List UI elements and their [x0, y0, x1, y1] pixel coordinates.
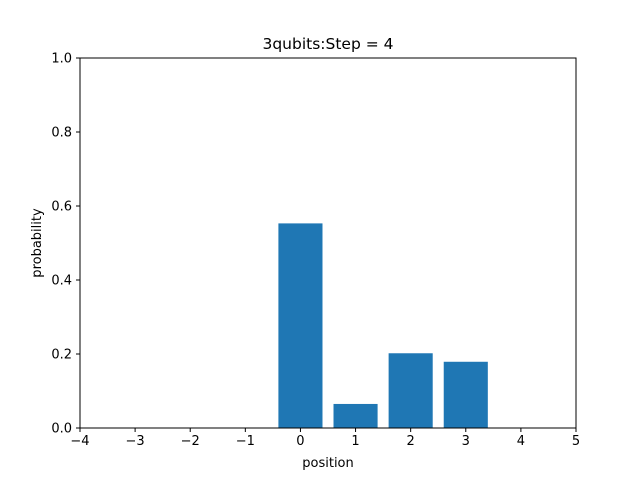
bar — [333, 403, 378, 428]
y-axis-label: probability — [30, 208, 45, 278]
x-tick-label: 2 — [407, 434, 415, 449]
x-tick-label: −1 — [236, 434, 255, 449]
y-tick-label: 0.0 — [51, 422, 72, 437]
plot-area — [80, 58, 576, 428]
bar — [443, 361, 488, 428]
x-tick-label: −3 — [126, 434, 145, 449]
plot-frame — [79, 57, 577, 429]
y-tick-label: 0.6 — [51, 200, 72, 215]
x-axis-ticks: −4 −3 −2 −1 0 1 2 3 4 5 — [70, 428, 580, 449]
x-tick-label: 4 — [517, 434, 525, 449]
x-axis-label: position — [302, 456, 354, 471]
y-tick-label: 0.4 — [51, 274, 72, 289]
y-tick-label: 0.8 — [51, 126, 72, 141]
y-tick-label: 0.2 — [51, 348, 72, 363]
x-tick-label: 1 — [351, 434, 359, 449]
y-axis-ticks: 0.0 0.2 0.4 0.6 0.8 1.0 — [51, 52, 80, 437]
y-tick-label: 1.0 — [51, 52, 72, 67]
x-tick-label: 0 — [296, 434, 304, 449]
x-tick-label: −4 — [70, 434, 89, 449]
x-tick-label: 5 — [572, 434, 580, 449]
x-tick-label: 3 — [462, 434, 470, 449]
chart-title: 3qubits:Step = 4 — [262, 35, 393, 53]
bar — [388, 353, 433, 428]
bar-group — [278, 223, 488, 428]
x-tick-label: −2 — [181, 434, 200, 449]
bar — [278, 223, 323, 428]
